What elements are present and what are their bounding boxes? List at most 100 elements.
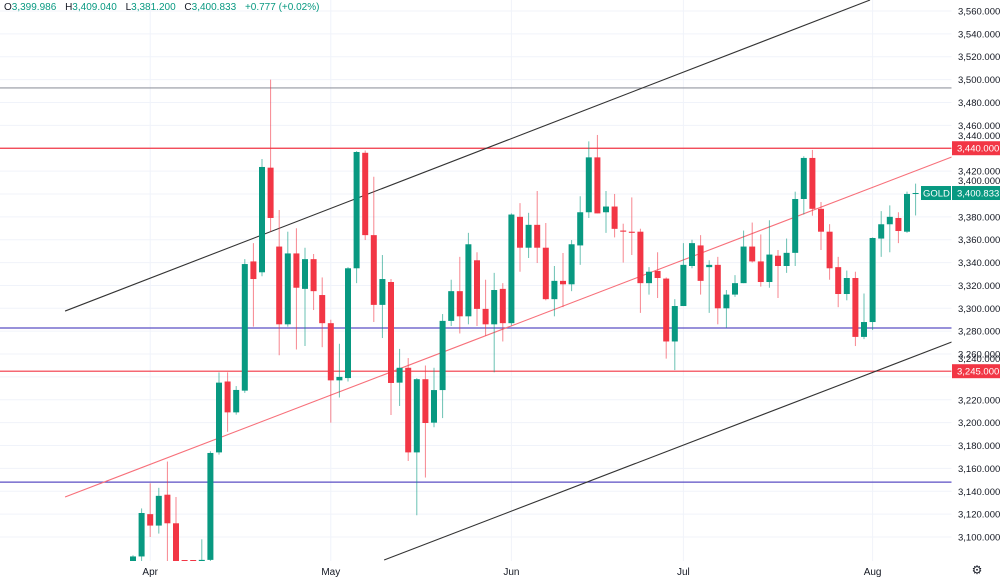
bullish-candle [800,156,807,215]
candle-body [491,290,498,325]
bullish-candle [585,141,592,218]
bullish-candle [723,290,730,328]
bearish-candle [818,201,824,250]
bullish-candle [138,508,145,561]
bearish-candle [250,243,257,327]
y-tick-label: 3,200.000 [958,418,1000,429]
open-label: O [4,2,12,13]
bullish-candle [413,378,420,516]
bullish-candle [241,259,248,393]
candle-body [594,157,601,214]
y-tick-label: 3,220.000 [958,395,1000,406]
bullish-candle [207,451,214,561]
candle-body [388,282,394,383]
bearish-candle [654,252,661,299]
low-label: L [125,2,132,13]
y-tick-label: 3,180.000 [958,441,1000,452]
bearish-candle [190,560,197,561]
bearish-candle [276,209,283,356]
candle-body [671,306,678,342]
y-tick-label: 3,500.000 [958,75,1000,86]
y-tick-label: 3,380.000 [958,212,1000,223]
candle-body [508,214,515,324]
bearish-candle [499,283,506,342]
x-tick-label: May [321,567,340,578]
bearish-candle [749,222,756,263]
bullish-candle [491,272,498,373]
bearish-candle [310,253,317,311]
candle-body [284,253,291,325]
gear-icon[interactable]: ⚙ [971,563,983,577]
candle-body [818,208,824,232]
last-price-label: 3,400.833 [957,189,999,200]
bullish-candle [130,555,136,561]
bearish-candle [147,483,154,538]
bullish-candle [216,372,222,455]
lower-channel-trendline[interactable] [383,341,952,561]
bullish-candle [706,260,713,313]
bullish-candle [439,314,446,419]
bearish-candle [456,256,463,334]
price-tag [952,364,1000,379]
high-value: 3,409.040 [72,2,117,13]
candle-body [826,231,833,269]
bullish-candle [689,239,695,269]
candle-body [628,231,635,233]
price-axis[interactable]: 3,100.000 3,120.000 3,140.000 3,160.000 3,18… [921,0,1000,561]
candle-body [706,264,713,268]
candle-body [852,278,859,337]
plot-area[interactable] [0,0,952,561]
bullish-candle [448,279,455,327]
candle-body [611,206,618,229]
bearish-candle [173,496,179,561]
candle-body [740,246,747,284]
upper-channel-trendline[interactable] [64,0,871,312]
candle-body [620,230,627,232]
x-tick-label: Jun [503,567,519,578]
bearish-candle [594,134,601,214]
bullish-candle [345,267,351,382]
candle-body [637,231,644,284]
candle-body [396,367,403,383]
y-tick-label: 3,280.000 [958,327,1000,338]
candle-body [895,217,902,232]
bullish-candle [198,539,205,561]
bullish-candle [680,243,687,307]
bearish-candle [620,223,627,263]
bearish-candle [637,228,644,313]
candle-body [379,279,386,305]
candle-body [886,216,893,225]
candle-body [448,291,455,321]
bearish-candle [775,249,781,299]
candle-body [542,247,549,300]
bullish-candle [603,190,609,233]
candle-body [525,224,532,248]
time-axis[interactable]: Apr May Jun Jul Aug [142,567,881,578]
ohlc-legend: O3,399.986 H3,409.040 L3,381.200 C3,400.… [4,2,325,13]
candle-body [130,556,136,561]
y-tick-label: 3,120.000 [958,510,1000,521]
y-tick-label: 3,100.000 [958,533,1000,544]
bullish-candle [783,238,790,273]
high-label: H [65,2,73,13]
candle-body [224,381,231,413]
y-tick-label: 3,320.000 [958,281,1000,292]
bullish-candle [233,386,240,415]
candle-body [362,152,369,236]
y-tick-label: 3,340.000 [958,258,1000,269]
candle-body [835,267,842,295]
bullish-candle [551,266,558,317]
bullish-candle [396,348,403,406]
bullish-candle [379,255,386,339]
candle-body [259,166,265,273]
candle-body [267,167,274,218]
y-tick-label: 3,360.000 [958,235,1000,246]
y-tick-label: 3,540.000 [958,29,1000,40]
price-tag [952,141,1000,156]
candle-body [405,367,412,453]
candle-body [663,278,670,342]
candle-body [697,245,704,281]
candle-body [766,254,773,283]
bearish-candle [542,223,549,301]
